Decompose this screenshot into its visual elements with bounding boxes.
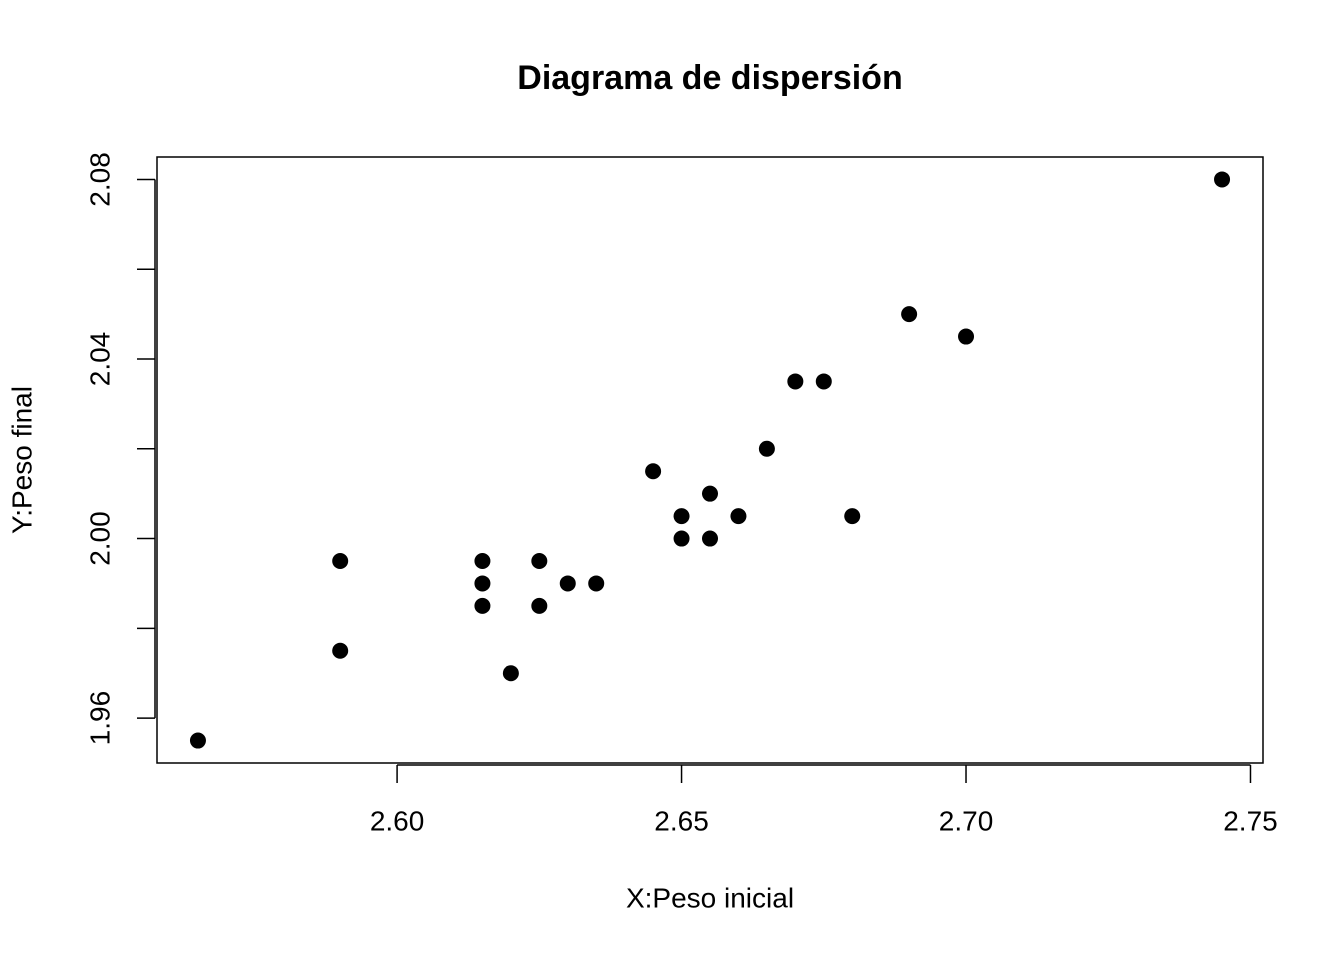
x-tick-label: 2.70 bbox=[939, 805, 994, 836]
point bbox=[958, 328, 975, 345]
y-axis-label: Y:Peso final bbox=[6, 386, 37, 534]
point bbox=[702, 485, 718, 502]
plot-frame bbox=[156, 156, 1264, 764]
point bbox=[901, 306, 918, 323]
point bbox=[474, 575, 491, 592]
y-tick-label: 1.96 bbox=[84, 691, 115, 746]
point bbox=[189, 732, 206, 749]
point bbox=[502, 665, 519, 682]
point bbox=[645, 463, 662, 480]
x-tick-label: 2.75 bbox=[1223, 805, 1278, 836]
x-axis-label: X:Peso inicial bbox=[626, 882, 794, 913]
y-tick-label: 2.04 bbox=[84, 332, 115, 387]
y-tick-label: 2.00 bbox=[84, 511, 115, 566]
chart-title: Diagrama de dispersión bbox=[517, 59, 902, 97]
point bbox=[332, 553, 349, 569]
x-tick-label: 2.65 bbox=[654, 805, 709, 836]
point bbox=[531, 553, 548, 569]
point bbox=[332, 642, 349, 659]
point bbox=[702, 530, 718, 547]
point bbox=[844, 508, 861, 525]
point bbox=[673, 508, 690, 525]
point bbox=[787, 373, 804, 390]
point bbox=[1214, 171, 1231, 188]
point bbox=[758, 440, 775, 457]
point bbox=[588, 575, 605, 592]
point bbox=[559, 575, 576, 592]
point bbox=[531, 597, 548, 614]
point bbox=[474, 553, 491, 569]
y-tick-label: 2.08 bbox=[84, 152, 115, 207]
point bbox=[730, 508, 747, 525]
point bbox=[673, 530, 690, 547]
x-tick-label: 2.60 bbox=[370, 805, 425, 836]
point bbox=[815, 373, 832, 390]
point bbox=[474, 597, 491, 614]
